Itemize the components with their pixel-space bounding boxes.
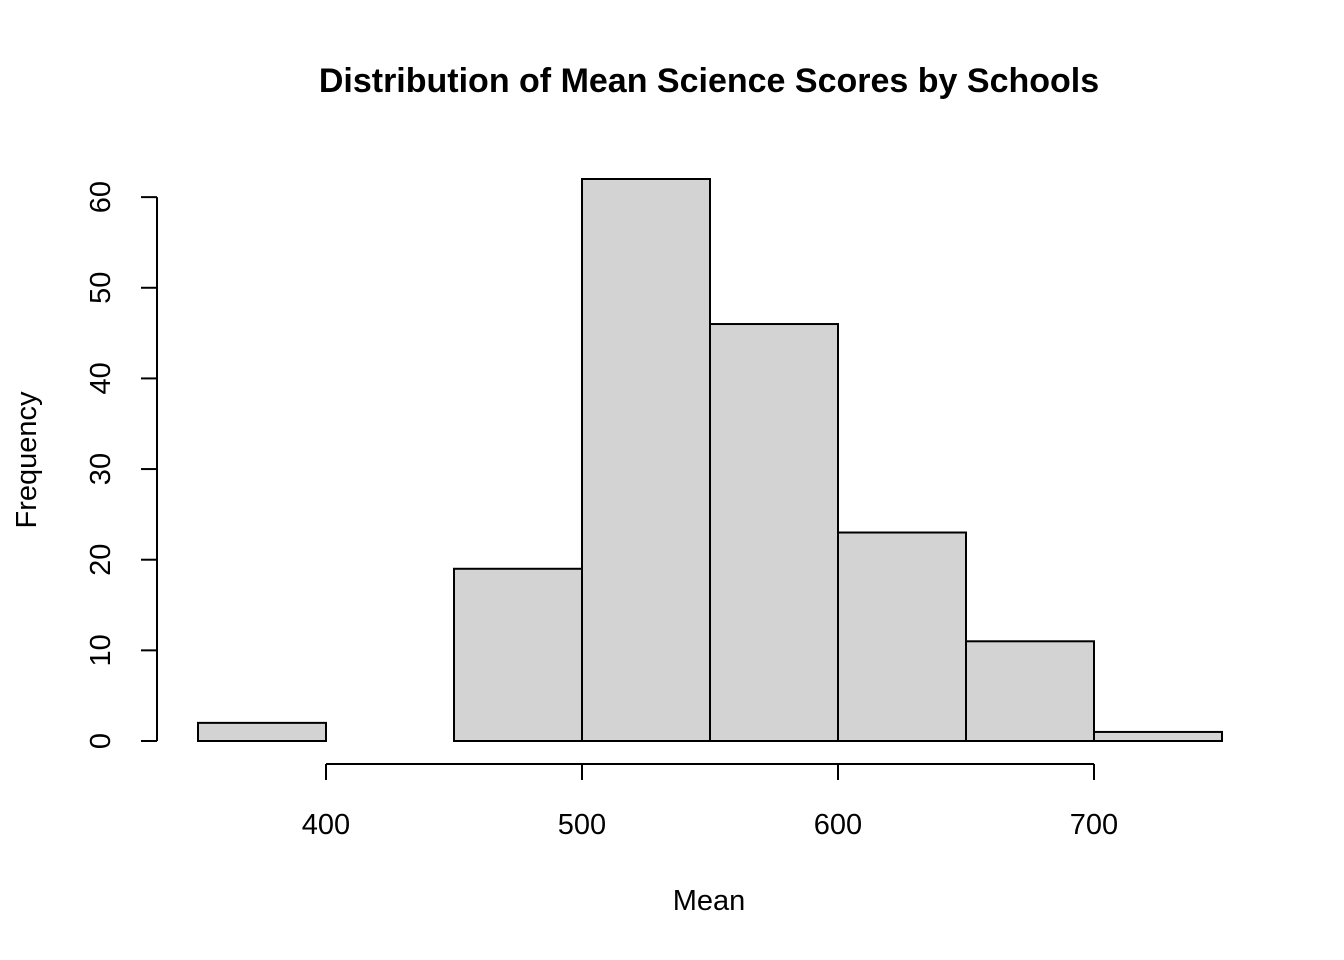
histogram-bars xyxy=(197,178,1223,743)
y-axis: 0 10 20 30 40 50 60 xyxy=(85,181,158,749)
x-tick-label: 700 xyxy=(1070,809,1118,841)
histogram-bar xyxy=(197,721,327,743)
chart-title: Distribution of Mean Science Scores by S… xyxy=(319,62,1099,100)
histogram-bar xyxy=(837,531,967,742)
x-axis: 400 500 600 700 xyxy=(302,763,1118,841)
y-tick-label: 50 xyxy=(85,272,117,304)
y-axis-label: Frequency xyxy=(11,391,43,529)
x-tick-label: 500 xyxy=(558,809,606,841)
histogram-bar xyxy=(709,323,839,742)
y-tick-label: 40 xyxy=(85,362,117,394)
y-tick-label: 10 xyxy=(85,634,117,666)
y-tick-label: 0 xyxy=(85,733,117,749)
y-tick-label: 30 xyxy=(85,453,117,485)
x-tick-label: 400 xyxy=(302,809,350,841)
histogram-bar xyxy=(1093,730,1223,743)
histogram-bar xyxy=(965,640,1095,743)
x-tick-label: 600 xyxy=(814,809,862,841)
y-tick-label: 20 xyxy=(85,544,117,576)
histogram-bar xyxy=(581,178,711,742)
x-axis-label: Mean xyxy=(673,885,746,917)
y-tick-label: 60 xyxy=(85,181,117,213)
histogram-bar xyxy=(453,567,583,742)
